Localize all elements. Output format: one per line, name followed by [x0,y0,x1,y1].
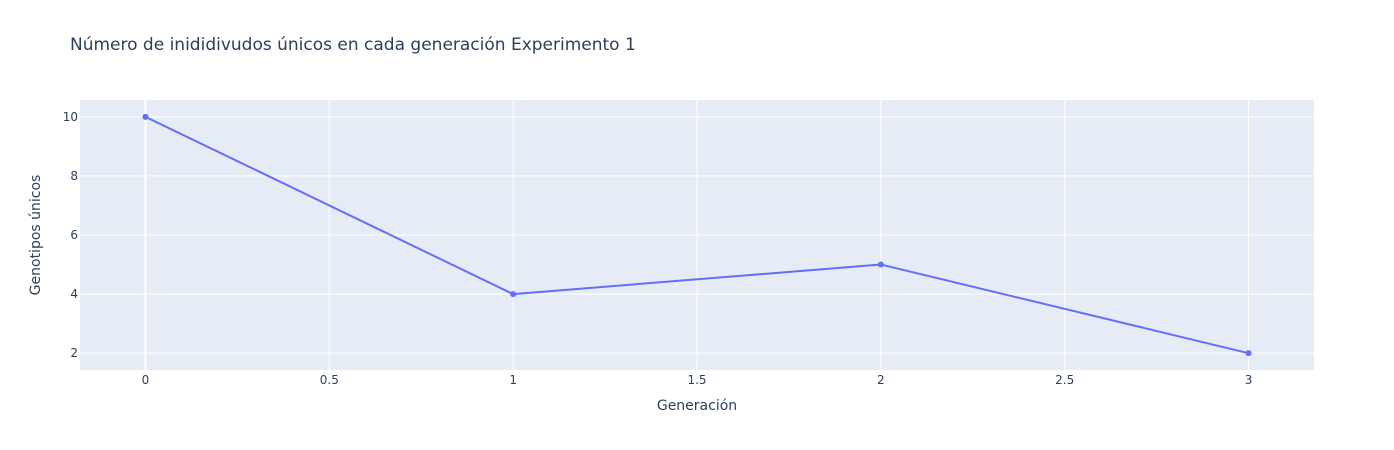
x-tick-label: 0.5 [320,373,339,387]
y-axis-label: Genotipos únicos [28,175,44,296]
x-tick-label: 1.5 [687,373,706,387]
x-tick-label: 3 [1245,373,1253,387]
y-tick-label: 6 [70,228,78,242]
x-tick-labels: 0 0.5 1 1.5 2 2.5 3 [142,373,1253,387]
data-point[interactable] [510,291,517,298]
series-layer [142,113,1252,357]
chart-title: Número de inididivudos únicos en cada ge… [70,35,636,55]
data-point[interactable] [142,113,149,120]
y-tick-label: 10 [63,110,78,124]
x-tick-label: 1 [509,373,517,387]
y-tick-label: 4 [70,287,78,301]
y-tick-labels: 2 4 6 8 10 [63,110,78,360]
y-tick-label: 2 [70,346,78,360]
y-gridlines [80,116,1314,354]
x-tick-label: 0 [142,373,150,387]
data-point[interactable] [1245,350,1252,357]
x-axis-label: Generación [657,398,737,414]
x-tick-label: 2.5 [1055,373,1074,387]
series-line [145,115,1249,355]
data-point[interactable] [877,261,884,268]
x-tick-label: 2 [877,373,885,387]
y-tick-label: 8 [70,169,78,183]
